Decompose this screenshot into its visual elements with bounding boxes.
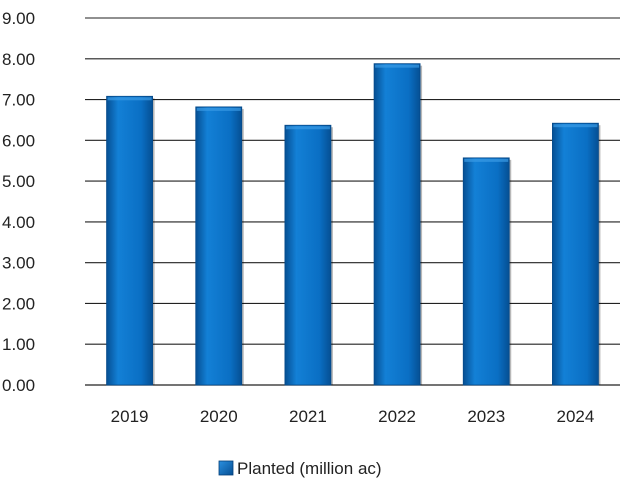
x-axis-tick-labels: 2019 2020 2021 2022 2023 2024	[111, 407, 595, 426]
bar-highlight	[107, 97, 152, 101]
bar	[462, 157, 510, 386]
legend: Planted (million ac)	[218, 459, 382, 478]
bar	[552, 122, 599, 386]
bar	[195, 106, 243, 386]
x-tick-label: 2020	[200, 407, 238, 426]
legend-swatch	[218, 460, 234, 476]
bar-2024	[552, 122, 601, 386]
y-tick-label: 6.00	[2, 131, 35, 150]
bar-2023	[462, 157, 512, 386]
x-tick-label: 2022	[378, 407, 416, 426]
y-tick-label: 4.00	[2, 213, 35, 232]
bar-2021	[284, 124, 333, 386]
y-tick-label: 9.00	[2, 9, 35, 28]
y-tick-label: 0.00	[2, 376, 35, 395]
gridlines	[85, 17, 620, 386]
bar-highlight	[375, 64, 420, 68]
x-tick-label: 2019	[111, 407, 149, 426]
bar-2022	[373, 63, 423, 386]
y-tick-label: 3.00	[2, 254, 35, 273]
bar	[284, 124, 332, 386]
y-tick-label: 1.00	[2, 335, 35, 354]
y-tick-label: 8.00	[2, 50, 35, 69]
bar-highlight	[553, 124, 598, 128]
bar-2020	[195, 106, 244, 386]
bar-highlight	[285, 126, 330, 130]
bar-highlight	[464, 158, 509, 162]
bar	[106, 95, 153, 386]
bar-highlight	[196, 107, 241, 111]
bar-2019	[106, 95, 155, 386]
bar	[373, 63, 421, 386]
x-tick-label: 2023	[467, 407, 505, 426]
x-tick-label: 2021	[289, 407, 327, 426]
y-tick-label: 2.00	[2, 294, 35, 313]
y-tick-label: 7.00	[2, 91, 35, 110]
bars	[106, 63, 601, 386]
y-tick-label: 5.00	[2, 172, 35, 191]
legend-label: Planted (million ac)	[237, 459, 382, 478]
y-axis-tick-labels: 0.00 1.00 2.00 3.00 4.00 5.00 6.00 7.00 8.00 9.00	[2, 9, 35, 395]
x-tick-label: 2024	[557, 407, 595, 426]
